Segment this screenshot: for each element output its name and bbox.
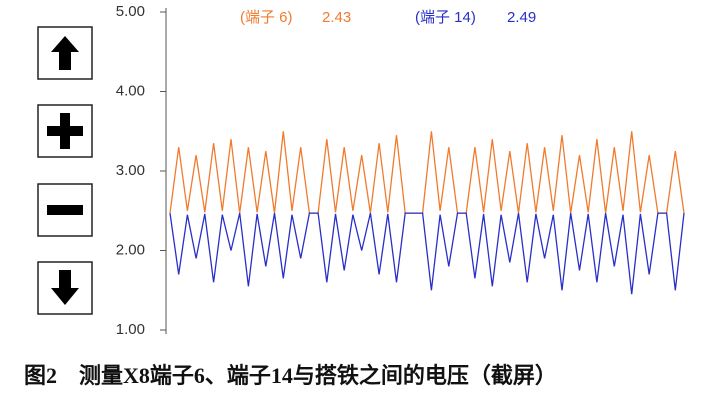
- down-button[interactable]: [37, 261, 93, 315]
- legend-readout: 2.43: [322, 9, 351, 26]
- y-tick-label: 4.00: [116, 82, 145, 99]
- up-button[interactable]: [37, 26, 93, 80]
- signal-line: [169, 212, 685, 295]
- legend-name: (端子 14): [415, 9, 476, 26]
- signal-line: [169, 131, 685, 214]
- y-tick-label: 1.00: [116, 321, 145, 338]
- caption: 图2 测量X8端子6、端子14与搭铁之间的电压（截屏）: [24, 363, 557, 388]
- control-buttons: [37, 26, 93, 315]
- legend-readout: 2.49: [507, 9, 536, 26]
- y-tick-label: 5.00: [116, 3, 145, 20]
- y-tick-label: 3.00: [116, 162, 145, 179]
- minus-button[interactable]: [37, 183, 93, 237]
- legend-name: (端子 6): [240, 9, 293, 26]
- plus-button[interactable]: [37, 104, 93, 158]
- y-tick-label: 2.00: [116, 241, 145, 258]
